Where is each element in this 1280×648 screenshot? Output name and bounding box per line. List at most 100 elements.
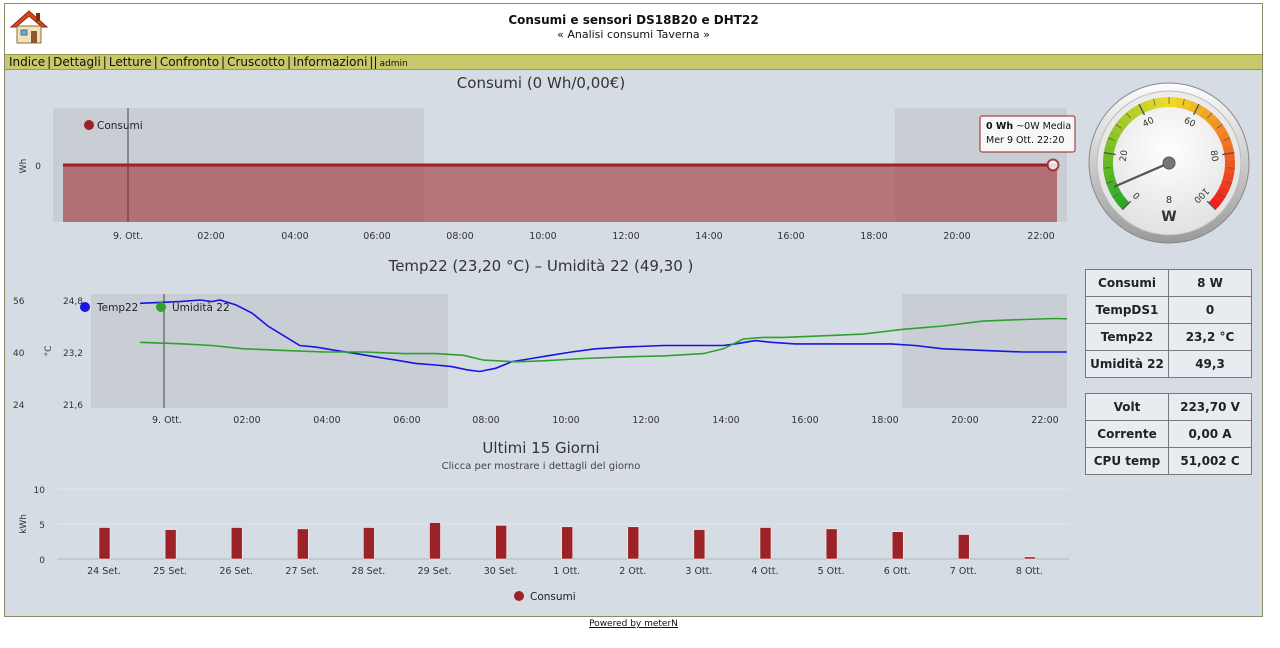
gauge-value: 8 <box>1166 195 1172 206</box>
x-tick-label: 10:00 <box>529 231 556 242</box>
x-tick-label: 29 Set. <box>418 566 452 577</box>
tooltip-box <box>979 115 1076 153</box>
gauge-color-band <box>1161 97 1170 108</box>
system-table: Volt 223,70 V Corrente 0,00 A CPU temp 51,0… <box>1085 393 1252 475</box>
bar <box>958 534 970 560</box>
table-row: Volt 223,70 V <box>1085 393 1252 421</box>
menu-separator: | <box>102 55 107 69</box>
gauge-tick <box>1207 112 1213 119</box>
row-value: 0 <box>1168 296 1252 324</box>
gauge-tick <box>1125 112 1131 119</box>
row-value: 49,3 <box>1168 350 1252 378</box>
menu-separator: | <box>221 55 226 69</box>
bar <box>693 529 706 560</box>
menu-item-cruscotto[interactable]: Cruscotto <box>227 55 285 69</box>
table-row: Consumi 8 W <box>1085 269 1252 297</box>
tooltip: 0 Wh ~0W Media Mer 9 Ott. 22:20 <box>979 115 1076 153</box>
y-axis-label: Wh <box>19 159 29 174</box>
house-icon[interactable] <box>9 7 49 47</box>
bar <box>627 526 640 560</box>
x-tick-label: 12:00 <box>632 415 659 426</box>
menu-item-indice[interactable]: Indice <box>9 55 46 69</box>
table-row: Umidità 22 49,3 <box>1085 350 1252 378</box>
gauge-color-band <box>1216 186 1229 198</box>
x-tick-label: 14:00 <box>695 231 722 242</box>
gauge-color-band <box>1103 160 1114 169</box>
row-label: Consumi <box>1085 269 1169 297</box>
x-tick-label: 12:00 <box>612 231 639 242</box>
y-tick-label: 0 <box>39 556 45 566</box>
y-right-tick-label: 40 <box>13 349 25 359</box>
menu-separator: | <box>153 55 158 69</box>
gauge-color-band <box>1103 167 1115 176</box>
gauge-color-band <box>1103 144 1116 155</box>
gauge-color-band <box>1126 107 1139 121</box>
gauge-color-band <box>1111 123 1124 136</box>
chart-consumi[interactable]: 0 Wh 9. Ott. 02:00 04:00 06:00 08:00 10:00 12:00… <box>5 94 1080 244</box>
menu-item-informazioni[interactable]: Informazioni <box>293 55 368 69</box>
legend-marker-temp <box>80 302 90 312</box>
x-tick-label: 4 Ott. <box>751 566 778 577</box>
chart-temp-title: Temp22 (23,20 °C) – Umidità 22 (49,30 ) <box>388 257 694 275</box>
menu-item-confronto[interactable]: Confronto <box>159 55 220 69</box>
chart-days-title: Ultimi 15 Giorni <box>482 439 600 457</box>
y-tick-label: 0 <box>35 162 41 172</box>
menu-item-dettagli[interactable]: Dettagli <box>53 55 101 69</box>
x-tick-label: 5 Ott. <box>818 566 845 577</box>
menu-item-letture[interactable]: Letture <box>108 55 152 69</box>
gauge-tick-label: 20 <box>1119 149 1131 162</box>
y-axis-label: °C <box>44 346 54 357</box>
x-tick-label: 16:00 <box>777 231 804 242</box>
bar <box>164 529 177 560</box>
bar <box>230 527 243 560</box>
legend-marker <box>84 120 94 130</box>
x-tick-label: 18:00 <box>871 415 898 426</box>
consumi-area <box>63 165 1057 222</box>
x-tick-label: 27 Set. <box>285 566 319 577</box>
x-tick-label: 24 Set. <box>87 566 121 577</box>
x-tick-label: 18:00 <box>860 231 887 242</box>
row-label: Corrente <box>1085 420 1169 448</box>
menu-user[interactable]: admin <box>379 59 408 69</box>
table-row: TempDS1 0 <box>1085 296 1252 324</box>
gauge-tick <box>1112 193 1119 198</box>
gauge-color-band <box>1222 145 1235 155</box>
power-table: Consumi 8 W TempDS1 0 Temp22 23,2 °C Umidit… <box>1085 269 1252 378</box>
row-label: CPU temp <box>1085 447 1169 475</box>
gauge-color-band <box>1120 112 1133 125</box>
gauge-color-band <box>1223 167 1235 177</box>
x-tick-label: 02:00 <box>233 415 260 426</box>
y-axis-label: kWh <box>19 514 29 534</box>
bar <box>429 522 441 560</box>
gauge-color-band <box>1132 104 1144 117</box>
x-tick-label: 3 Ott. <box>685 566 712 577</box>
gauge-color-band <box>1224 152 1235 162</box>
gauge-tick <box>1206 200 1217 211</box>
y-left-tick-label: 23,2 <box>63 349 83 359</box>
gauge-tick <box>1225 180 1232 184</box>
x-tick-label: 28 Set. <box>352 566 386 577</box>
gauge-tick <box>1227 167 1235 169</box>
x-tick-label: 20:00 <box>951 415 978 426</box>
gauge-tick <box>1219 193 1226 198</box>
gauge-color-band <box>1112 191 1126 204</box>
x-tick-label: 6 Ott. <box>884 566 911 577</box>
page-subtitle: « Analisi consumi Taverna » <box>557 28 710 41</box>
row-value: 8 W <box>1168 269 1252 297</box>
chart-last-15-days[interactable]: 10 5 0 kWh 24 Set. 25 Set. 26 Set. 27 Set. 28 Se… <box>5 476 1080 606</box>
gauge-color-band <box>1188 101 1200 114</box>
tooltip-line-2: Mer 9 Ott. 22:20 <box>986 135 1064 146</box>
x-tick-label: 7 Ott. <box>950 566 977 577</box>
bar <box>297 528 309 560</box>
x-tick-label: 22:00 <box>1031 415 1058 426</box>
y-right-tick-label: 56 <box>13 297 25 307</box>
chart-temp-humidity[interactable]: 24,8 23,2 21,6 56 40 24 °C 9. Ott. 02:00 04:00 06:… <box>5 278 1080 430</box>
footer-link[interactable]: Powered by meterN <box>589 619 678 629</box>
bar <box>98 527 111 560</box>
gauge-unit: W <box>1161 209 1176 225</box>
legend-marker <box>514 591 524 601</box>
menu-separator: || <box>369 55 378 69</box>
x-tick-label: 22:00 <box>1027 231 1054 242</box>
gauge-color-band <box>1212 192 1226 205</box>
gauge-hub <box>1162 156 1176 170</box>
